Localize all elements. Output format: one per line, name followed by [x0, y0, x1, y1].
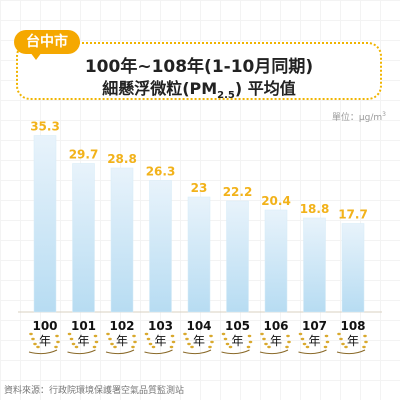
x-tick-suffix-105: 年	[231, 334, 243, 348]
x-tick-label-108: 108	[340, 319, 365, 333]
value-label-105: 22.2	[223, 185, 253, 199]
title-subscript: 2.5	[217, 90, 235, 102]
wheat-icon	[67, 332, 99, 355]
bar-106	[264, 209, 288, 313]
title-box: 100年~108年(1-10月同期) 細懸浮微粒(PM2.5) 平均值	[16, 42, 382, 101]
value-label-106: 20.4	[261, 194, 291, 208]
x-tick-label-102: 102	[109, 319, 134, 333]
x-tick-suffix-102: 年	[116, 334, 128, 348]
bar-101	[72, 163, 95, 313]
unit-label: 單位：μg/m3	[332, 110, 386, 123]
data-source: 資料來源：行政院環境保護署空氣品質監測站	[4, 386, 185, 396]
x-tick-suffix-103: 年	[154, 334, 166, 348]
x-tick-suffix-108: 年	[347, 334, 359, 348]
value-label-102: 28.8	[107, 152, 137, 166]
x-tick-suffix-104: 年	[193, 334, 205, 348]
bar-108	[341, 223, 365, 313]
city-badge: 台中市	[14, 30, 80, 54]
wheat-icon	[182, 332, 214, 355]
x-tick-label-106: 106	[263, 319, 288, 333]
value-label-101: 29.7	[69, 148, 99, 162]
x-tick-suffix-100: 年	[39, 334, 51, 348]
city-badge-tail	[30, 52, 42, 60]
title-prefix: 細懸浮微粒(PM	[102, 79, 218, 98]
chart-title-line1: 100年~108年(1-10月同期)	[84, 57, 314, 77]
bar-105	[226, 200, 249, 313]
x-tick-label-101: 101	[71, 319, 96, 333]
value-label-104: 23	[191, 181, 208, 195]
wheat-icon	[28, 332, 60, 355]
value-label-108: 17.7	[338, 208, 368, 222]
value-label-100: 35.3	[30, 120, 60, 134]
bar-107	[303, 217, 326, 313]
wheat-icon	[259, 332, 291, 355]
x-tick-label-107: 107	[302, 319, 327, 333]
value-label-107: 18.8	[300, 202, 330, 216]
chart-title-line2: 細懸浮微粒(PM2.5) 平均值	[18, 75, 380, 101]
wheat-icon	[298, 332, 330, 355]
x-tick-label-100: 100	[32, 319, 57, 333]
x-tick-label-103: 103	[148, 319, 173, 333]
unit-text: 單位：μg/m	[331, 113, 383, 123]
title-suffix: ) 平均值	[234, 79, 296, 98]
wheat-icon	[336, 332, 368, 355]
wheat-icon	[221, 332, 253, 355]
wheat-icon	[144, 332, 176, 355]
x-tick-label-104: 104	[186, 319, 211, 333]
x-tick-label-105: 105	[225, 319, 250, 333]
bar-103	[149, 180, 172, 313]
bar-104	[187, 196, 211, 313]
x-tick-suffix-101: 年	[77, 334, 89, 348]
value-label-103: 26.3	[146, 165, 176, 179]
bar-100	[33, 135, 57, 313]
x-tick-suffix-106: 年	[270, 334, 282, 348]
x-tick-suffix-107: 年	[308, 334, 320, 348]
wheat-icon	[105, 332, 137, 355]
bar-102	[110, 167, 134, 313]
bars-group: 35.3100年29.7101年28.8102年26.3103年23104年22…	[18, 120, 382, 355]
unit-superscript: 3	[382, 111, 386, 118]
